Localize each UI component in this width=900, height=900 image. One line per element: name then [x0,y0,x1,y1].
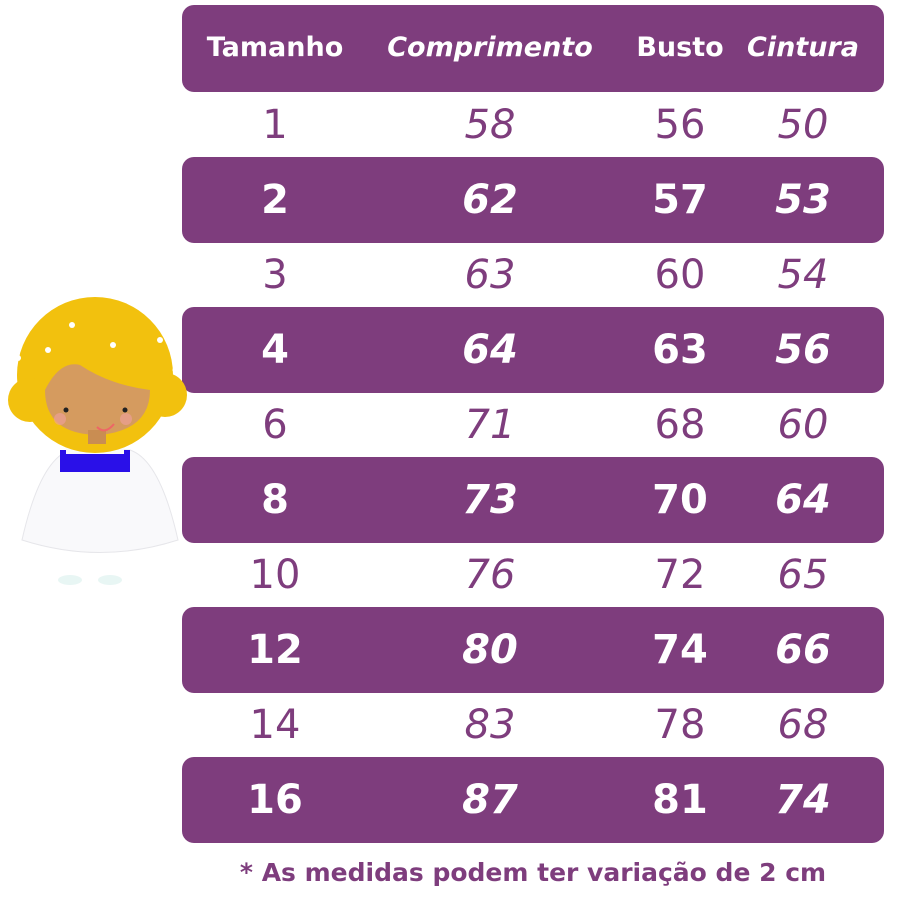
cell-comprimento: 83 [464,702,516,748]
cell-busto: 78 [654,702,706,748]
cell-cintura: 50 [777,102,829,148]
cell-tamanho: 2 [261,177,289,223]
header-tamanho: Tamanho [206,32,344,63]
cell-comprimento: 63 [464,252,516,298]
table-row: 4 64 63 56 [0,307,900,393]
table-row: 12 80 74 66 [0,607,900,693]
cell-comprimento: 76 [464,552,516,598]
cell-comprimento: 64 [462,327,518,373]
row-bar [182,457,884,543]
header-bar [182,5,884,92]
cell-comprimento: 71 [464,402,516,448]
row-bar [182,157,884,243]
cell-cintura: 64 [775,477,831,523]
footnote: * As medidas podem ter variação de 2 cm [239,858,827,887]
table-row: 16 87 81 74 [0,757,900,843]
cell-tamanho: 8 [261,477,289,523]
cell-busto: 74 [652,627,708,673]
cell-cintura: 74 [775,777,831,823]
cell-busto: 70 [652,477,708,523]
table-row: 6 71 68 60 [0,382,900,468]
cell-busto: 68 [654,402,706,448]
cell-comprimento: 62 [462,177,518,223]
cell-tamanho: 10 [249,552,301,598]
cell-comprimento: 87 [462,777,518,823]
cell-cintura: 54 [777,252,829,298]
table-row: 3 63 60 54 [0,232,900,318]
table-row: 14 83 78 68 [0,682,900,768]
cell-cintura: 65 [777,552,829,598]
girl-illustration-icon [8,297,187,585]
header-busto: Busto [636,32,724,63]
cell-busto: 56 [654,102,706,148]
table-row: 10 76 72 65 [0,532,900,618]
cell-tamanho: 12 [247,627,303,673]
cell-cintura: 66 [775,627,831,673]
cell-comprimento: 73 [462,477,518,523]
cell-tamanho: 6 [262,402,288,448]
cell-tamanho: 16 [247,777,303,823]
cell-busto: 63 [652,327,708,373]
table-row: 2 62 57 53 [0,157,900,243]
header-row: Tamanho Comprimento Busto Cintura [0,5,900,91]
table-row: 1 58 56 50 [0,82,900,168]
cell-tamanho: 4 [261,327,289,373]
header-comprimento: Comprimento [387,32,593,63]
cell-busto: 81 [652,777,708,823]
cell-cintura: 56 [775,327,831,373]
cell-tamanho: 1 [262,102,288,148]
row-bar [182,757,884,843]
table-row: 8 73 70 64 [0,457,900,543]
header-cintura: Cintura [747,32,859,63]
cell-busto: 60 [654,252,706,298]
cell-cintura: 53 [775,177,831,223]
cell-tamanho: 14 [249,702,301,748]
cell-busto: 72 [654,552,706,598]
cell-cintura: 60 [777,402,829,448]
row-bar [182,607,884,693]
cell-cintura: 68 [777,702,829,748]
cell-comprimento: 80 [462,627,518,673]
cell-comprimento: 58 [464,102,516,148]
cell-tamanho: 3 [262,252,288,298]
cell-busto: 57 [652,177,708,223]
row-bar [182,307,884,393]
